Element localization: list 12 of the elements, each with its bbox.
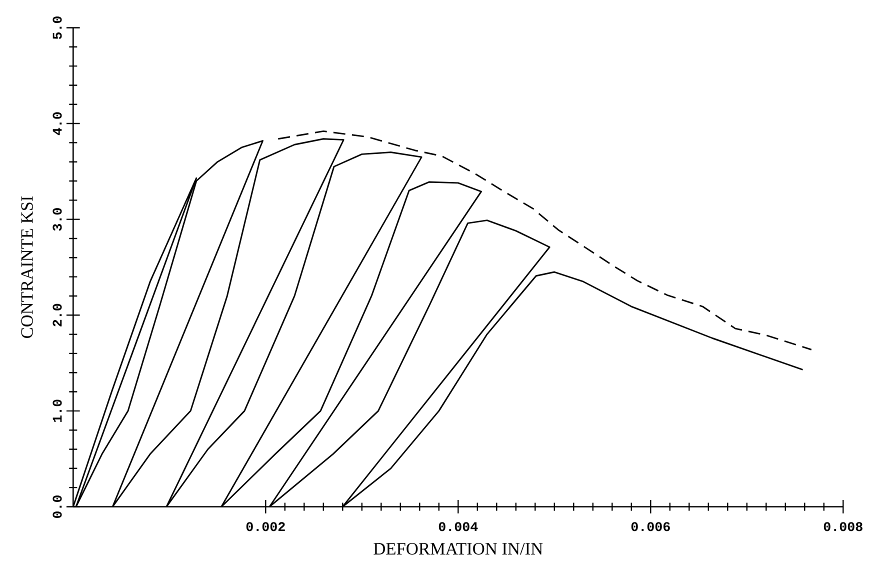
x-tick-label: 0.004 — [438, 522, 478, 532]
x-tick-label: 0.008 — [824, 522, 862, 532]
x-tick-label: 0.006 — [631, 522, 670, 532]
y-axis-title: CONTRAINTE KSI — [21, 196, 33, 338]
y-tick-label: 4.0 — [52, 112, 62, 136]
y-tick-label: 0.0 — [52, 496, 62, 518]
x-tick-label: 0.002 — [246, 522, 285, 532]
y-tick-label: 5.0 — [52, 16, 62, 40]
y-tick-label: 2.0 — [52, 304, 62, 326]
x-axis-title: DEFORMATION IN/IN — [374, 542, 543, 555]
y-tick-label: 1.0 — [52, 400, 62, 422]
y-tick-label: 3.0 — [52, 208, 62, 231]
